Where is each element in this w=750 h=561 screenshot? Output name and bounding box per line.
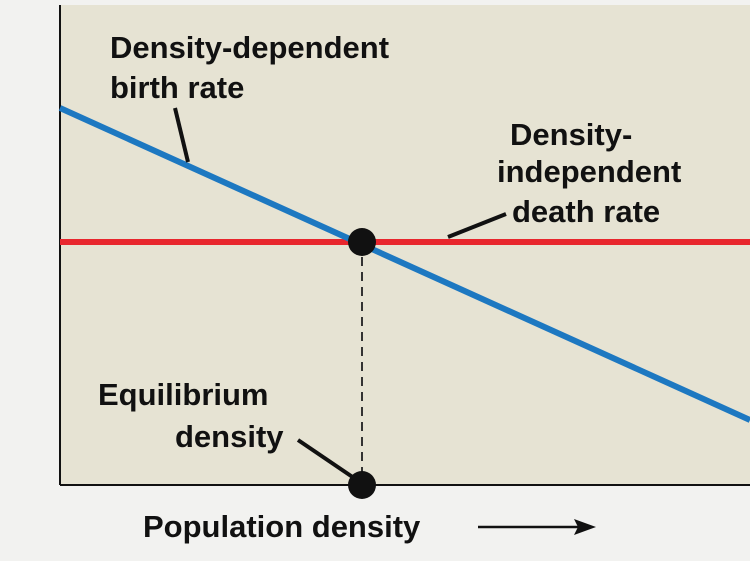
birth-rate-line	[58, 105, 750, 423]
leader-line	[447, 212, 507, 239]
birth-rate-label: birth rate	[110, 70, 244, 105]
equilibrium-label: Equilibrium	[98, 377, 269, 412]
death-rate-label: Density-	[510, 117, 632, 152]
death-rate-label: death rate	[512, 194, 660, 229]
leader-line	[173, 107, 190, 163]
equilibrium-label: density	[175, 419, 284, 454]
axis-arrowhead	[574, 519, 596, 535]
birth-rate-label: Density-dependent	[110, 30, 389, 65]
equilibrium-point	[348, 228, 376, 256]
equilibrium-density-point	[348, 471, 376, 499]
death-rate-label: independent	[497, 154, 681, 189]
x-axis-label: Population density	[143, 509, 421, 544]
leader-line	[296, 438, 356, 480]
